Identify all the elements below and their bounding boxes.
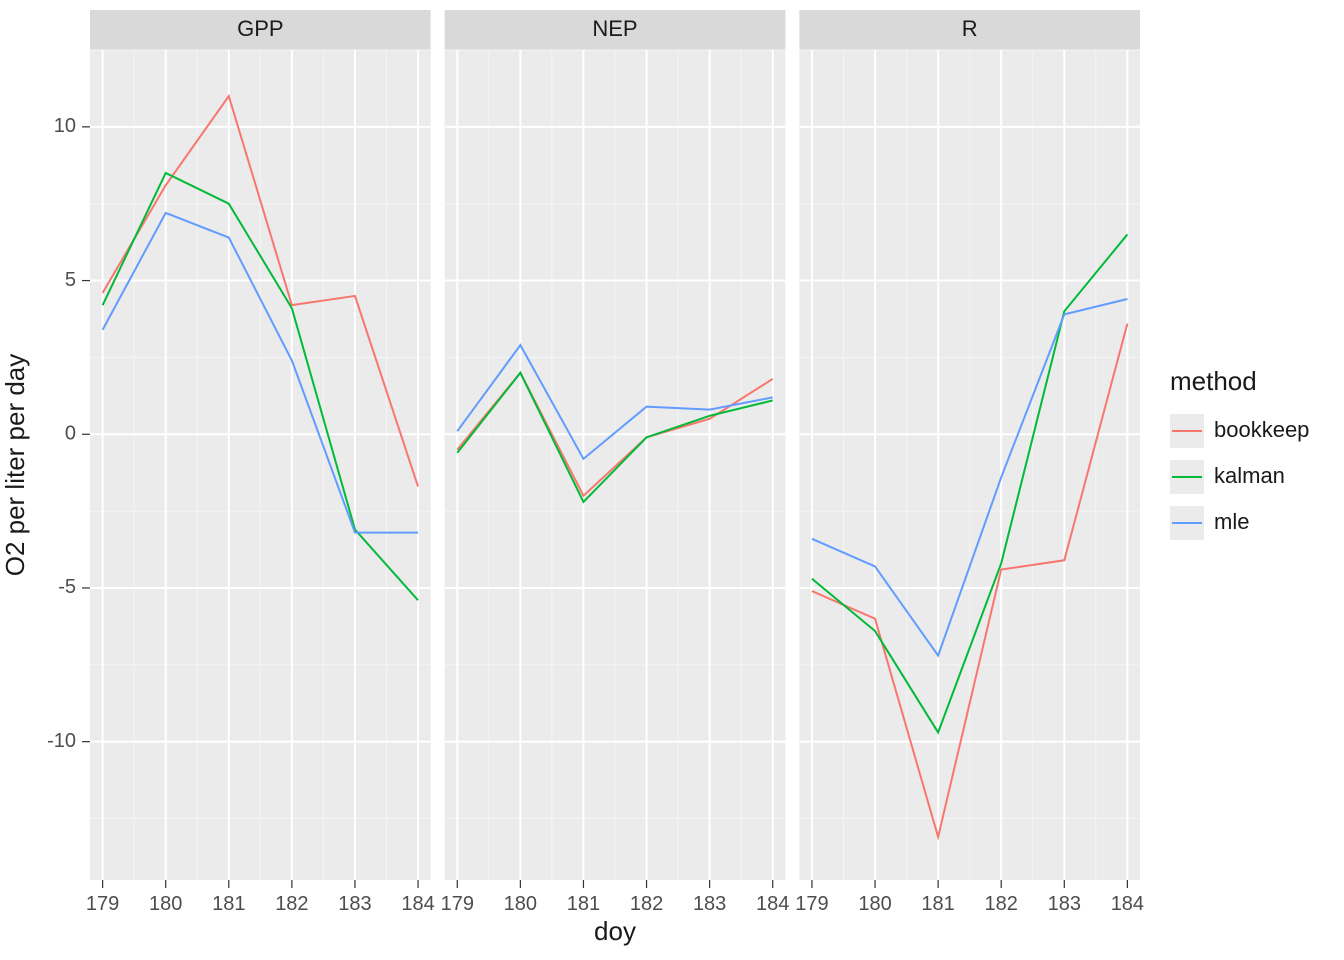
x-tick-label: 180 xyxy=(504,893,537,915)
y-tick-label: -5 xyxy=(58,576,76,598)
x-tick-label: 179 xyxy=(441,893,474,915)
x-tick-label: 184 xyxy=(401,893,434,915)
x-tick-label: 184 xyxy=(756,893,789,915)
x-tick-label: 182 xyxy=(630,893,663,915)
legend-label: kalman xyxy=(1214,463,1285,488)
x-tick-label: 182 xyxy=(985,893,1018,915)
y-axis-title: O2 per liter per day xyxy=(0,354,30,577)
y-tick-label: 5 xyxy=(65,269,76,291)
x-tick-label: 181 xyxy=(921,893,954,915)
facet-label: GPP xyxy=(237,16,283,41)
x-tick-label: 182 xyxy=(275,893,308,915)
legend-title: method xyxy=(1170,366,1257,396)
x-tick-label: 183 xyxy=(1048,893,1081,915)
legend-label: bookkeep xyxy=(1214,417,1309,442)
x-tick-label: 179 xyxy=(795,893,828,915)
x-tick-label: 180 xyxy=(858,893,891,915)
x-tick-label: 180 xyxy=(149,893,182,915)
faceted-line-chart: O2 per liter per day doy -10 -5 0 5 10 GPP 179 18… xyxy=(0,0,1344,960)
y-tick-label: 0 xyxy=(65,423,76,445)
facet-label: R xyxy=(962,16,978,41)
legend: method bookkeep kalman mle xyxy=(1170,366,1309,540)
x-tick-label: 179 xyxy=(86,893,119,915)
legend-label: mle xyxy=(1214,509,1249,534)
facet-label: NEP xyxy=(592,16,637,41)
y-tick-label: 10 xyxy=(54,115,76,137)
x-axis-title: doy xyxy=(594,916,636,946)
x-tick-label: 183 xyxy=(693,893,726,915)
chart-svg: O2 per liter per day doy -10 -5 0 5 10 GPP 179 18… xyxy=(0,0,1344,960)
x-tick-label: 183 xyxy=(338,893,371,915)
x-tick-label: 184 xyxy=(1111,893,1144,915)
x-tick-label: 181 xyxy=(567,893,600,915)
x-tick-label: 181 xyxy=(212,893,245,915)
y-tick-label: -10 xyxy=(47,730,76,752)
